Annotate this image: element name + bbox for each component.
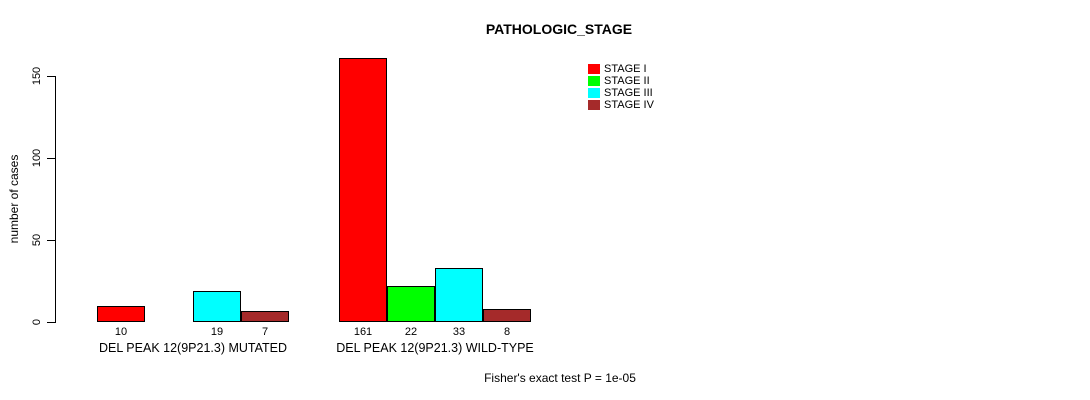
y-tick-line xyxy=(47,157,55,159)
y-axis-line xyxy=(55,76,56,323)
bar-stage-iv xyxy=(241,310,289,322)
y-tick-line xyxy=(47,75,55,77)
y-axis-label: number of cases xyxy=(7,154,21,244)
legend-swatch-stage-iv xyxy=(588,100,600,110)
bar-stage-ii xyxy=(387,285,435,322)
bar-value-label: 7 xyxy=(261,326,269,338)
legend-swatch-stage-iii xyxy=(588,88,600,98)
bar-value-label: 8 xyxy=(503,326,511,338)
y-tick-label: 150 xyxy=(31,66,43,86)
category-label: DEL PEAK 12(9P21.3) MUTATED xyxy=(98,341,288,355)
y-tick-label: 100 xyxy=(31,148,43,168)
legend-swatch-stage-i xyxy=(588,64,600,74)
bar-value-label: 33 xyxy=(452,326,466,338)
bar-value-label: 22 xyxy=(404,326,418,338)
chart-title: PATHOLOGIC_STAGE xyxy=(485,21,633,37)
legend-label: STAGE I xyxy=(604,63,647,75)
bar-value-label: 19 xyxy=(210,326,224,338)
y-tick-line xyxy=(47,239,55,241)
category-label: DEL PEAK 12(9P21.3) WILD-TYPE xyxy=(336,341,534,355)
annotation-fisher-test: Fisher's exact test P = 1e-05 xyxy=(484,371,636,385)
bar-stage-i xyxy=(97,305,145,322)
bar-stage-iv xyxy=(483,308,531,322)
y-tick-label: 0 xyxy=(31,318,43,326)
bar-value-label: 161 xyxy=(353,326,373,338)
bar-stage-i xyxy=(339,57,387,322)
legend-label: STAGE III xyxy=(604,87,653,99)
bar-value-label: 10 xyxy=(114,326,128,338)
y-tick-line xyxy=(47,321,55,323)
legend-label: STAGE II xyxy=(604,75,650,87)
bar-stage-iii xyxy=(193,290,241,322)
bar-stage-iii xyxy=(435,267,483,322)
y-tick-label: 50 xyxy=(31,233,43,247)
legend-swatch-stage-ii xyxy=(588,76,600,86)
legend-label: STAGE IV xyxy=(604,99,654,111)
